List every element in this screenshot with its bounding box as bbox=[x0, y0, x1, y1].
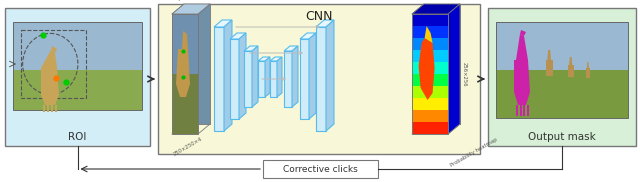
Polygon shape bbox=[569, 57, 572, 65]
Bar bbox=[21, 30, 86, 98]
Text: Input image: Input image bbox=[178, 0, 209, 2]
Polygon shape bbox=[51, 46, 57, 53]
Polygon shape bbox=[258, 57, 270, 61]
Polygon shape bbox=[292, 46, 298, 107]
Polygon shape bbox=[424, 26, 433, 43]
Polygon shape bbox=[172, 14, 198, 74]
Text: Probability heatmap: Probability heatmap bbox=[450, 137, 499, 168]
Polygon shape bbox=[55, 105, 57, 112]
Polygon shape bbox=[230, 39, 239, 119]
Polygon shape bbox=[284, 51, 292, 107]
Bar bbox=[13, 22, 142, 110]
Text: Corrective clicks: Corrective clicks bbox=[283, 165, 358, 173]
Polygon shape bbox=[47, 105, 49, 112]
Polygon shape bbox=[326, 20, 334, 131]
Polygon shape bbox=[258, 61, 265, 97]
Polygon shape bbox=[547, 50, 551, 60]
Bar bbox=[496, 22, 628, 118]
Bar bbox=[263, 160, 378, 178]
Polygon shape bbox=[412, 74, 448, 86]
Polygon shape bbox=[270, 57, 282, 61]
Polygon shape bbox=[284, 46, 298, 51]
Bar bbox=[5, 8, 150, 146]
Polygon shape bbox=[520, 30, 526, 36]
Polygon shape bbox=[41, 50, 57, 68]
Text: CNN: CNN bbox=[305, 9, 333, 23]
Polygon shape bbox=[412, 86, 448, 98]
Polygon shape bbox=[270, 61, 277, 97]
Polygon shape bbox=[182, 31, 188, 49]
Polygon shape bbox=[41, 68, 59, 105]
Polygon shape bbox=[252, 46, 258, 107]
Polygon shape bbox=[412, 50, 448, 62]
Polygon shape bbox=[43, 105, 45, 112]
Polygon shape bbox=[412, 62, 448, 74]
Text: ROI: ROI bbox=[68, 132, 86, 142]
Polygon shape bbox=[520, 105, 522, 116]
Bar bbox=[158, 4, 480, 154]
Polygon shape bbox=[277, 57, 282, 97]
Polygon shape bbox=[214, 27, 224, 131]
Bar bbox=[488, 8, 636, 146]
Polygon shape bbox=[586, 68, 590, 78]
Polygon shape bbox=[412, 14, 448, 26]
Polygon shape bbox=[412, 26, 448, 38]
Polygon shape bbox=[214, 20, 232, 27]
Polygon shape bbox=[568, 65, 574, 77]
Bar bbox=[412, 14, 448, 134]
Polygon shape bbox=[316, 20, 334, 27]
Polygon shape bbox=[516, 105, 518, 116]
Polygon shape bbox=[412, 122, 448, 134]
Polygon shape bbox=[419, 38, 435, 100]
Polygon shape bbox=[496, 70, 628, 118]
Polygon shape bbox=[244, 46, 258, 51]
Polygon shape bbox=[51, 105, 53, 112]
Polygon shape bbox=[587, 62, 589, 68]
Polygon shape bbox=[514, 60, 530, 105]
Bar bbox=[172, 14, 198, 134]
Polygon shape bbox=[13, 22, 142, 70]
Polygon shape bbox=[424, 4, 460, 124]
Polygon shape bbox=[230, 33, 246, 39]
Polygon shape bbox=[546, 60, 553, 76]
Polygon shape bbox=[172, 4, 210, 14]
Polygon shape bbox=[309, 33, 316, 119]
Text: 250×250×4: 250×250×4 bbox=[173, 136, 204, 157]
Polygon shape bbox=[412, 110, 448, 122]
Polygon shape bbox=[239, 33, 246, 119]
Polygon shape bbox=[496, 22, 628, 70]
Polygon shape bbox=[448, 4, 460, 134]
Polygon shape bbox=[172, 74, 198, 134]
Polygon shape bbox=[527, 105, 529, 116]
Text: Output mask: Output mask bbox=[528, 132, 596, 142]
Polygon shape bbox=[412, 4, 460, 14]
Polygon shape bbox=[523, 105, 525, 116]
Polygon shape bbox=[265, 57, 270, 97]
Polygon shape bbox=[300, 33, 316, 39]
Polygon shape bbox=[176, 49, 190, 97]
Polygon shape bbox=[224, 20, 232, 131]
Polygon shape bbox=[412, 98, 448, 110]
Polygon shape bbox=[300, 39, 309, 119]
Polygon shape bbox=[13, 70, 142, 110]
Polygon shape bbox=[244, 51, 252, 107]
Polygon shape bbox=[412, 38, 448, 50]
Polygon shape bbox=[516, 34, 528, 60]
Text: 256×256: 256×256 bbox=[462, 62, 467, 86]
Polygon shape bbox=[316, 27, 326, 131]
Polygon shape bbox=[184, 4, 210, 124]
